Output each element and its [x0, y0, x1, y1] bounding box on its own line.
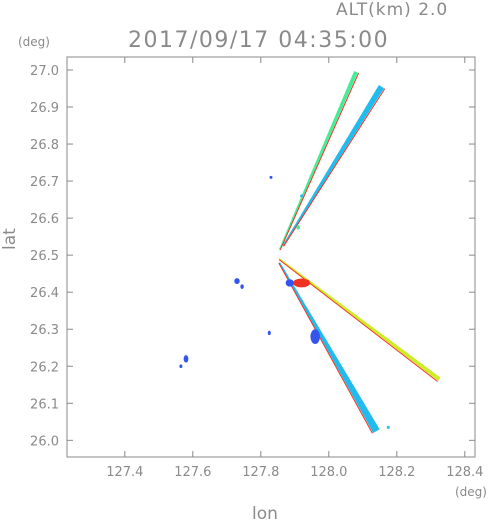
echo-beam-edge: [278, 262, 373, 434]
x-tick-label: 127.4: [106, 465, 143, 480]
x-tick-label: 128.2: [378, 465, 415, 480]
y-tick-label: 27.0: [30, 64, 59, 79]
echo-beam: [282, 85, 385, 247]
y-tick-label: 26.4: [30, 286, 59, 301]
timestamp-title: 2017/09/17 04:35:00: [128, 28, 390, 53]
x-axis-unit: (deg): [455, 485, 487, 499]
echo-patch: [300, 194, 304, 198]
y-tick-label: 26.9: [30, 101, 59, 116]
echo-beam-edge: [283, 88, 386, 247]
y-tick-label: 26.0: [30, 434, 59, 449]
y-tick-label: 26.1: [30, 397, 59, 412]
echo-patch: [240, 284, 244, 289]
echo-patch: [234, 278, 240, 285]
x-tick-label: 127.8: [242, 465, 279, 480]
axis-ticks: 127.4 127.6 127.8 128.0 128.2 128.4 26.0 26.1 26…: [30, 57, 483, 480]
echo-patch: [386, 425, 390, 429]
y-tick-label: 26.7: [30, 175, 59, 190]
echo-patch: [293, 278, 311, 288]
echo-beam: [278, 71, 358, 250]
x-axis-label: lon: [252, 504, 278, 524]
echo-beam-edge: [278, 259, 438, 382]
echo-patch: [269, 175, 273, 179]
echo-beam: [278, 262, 380, 433]
echo-beam-edge: [279, 72, 360, 251]
y-tick-label: 26.2: [30, 360, 59, 375]
echo-beam: [279, 258, 441, 381]
y-tick-label: 26.8: [30, 138, 59, 153]
altitude-label: ALT(km) 2.0: [336, 0, 449, 20]
x-tick-label: 127.6: [174, 465, 211, 480]
y-tick-label: 26.6: [30, 212, 59, 227]
echo-patch: [267, 330, 271, 336]
x-tick-label: 128.0: [310, 465, 347, 480]
echo-patch: [285, 279, 294, 287]
y-tick-label: 26.5: [30, 249, 59, 264]
echo-patch: [183, 355, 189, 363]
plot-frame: [66, 56, 476, 458]
y-axis-unit: (deg): [18, 35, 50, 49]
echo-patch: [310, 329, 320, 345]
y-tick-label: 26.3: [30, 323, 59, 338]
echo-patch: [179, 364, 183, 369]
x-tick-label: 128.4: [446, 465, 483, 480]
echo-patch: [296, 225, 300, 230]
plot-data-layer: [179, 71, 441, 434]
